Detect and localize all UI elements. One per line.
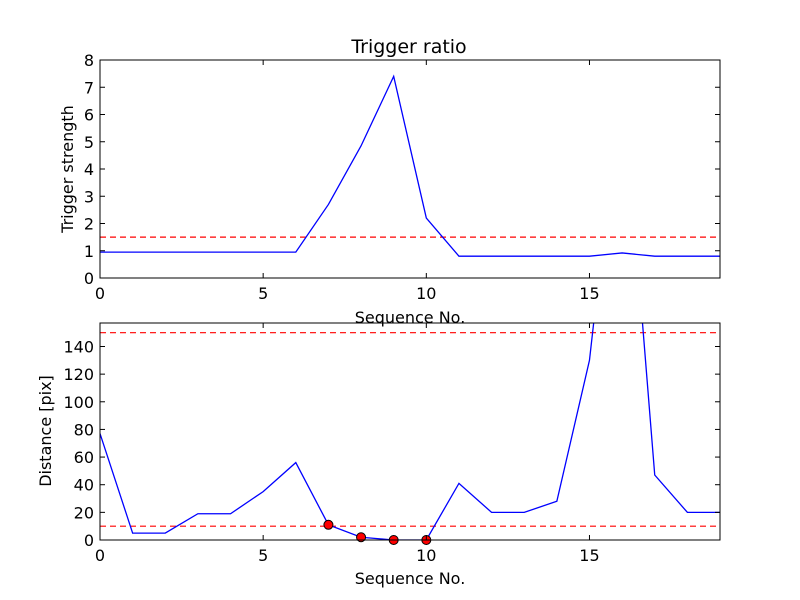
y-tick-label: 1	[84, 242, 94, 261]
x-axis-label: Sequence No.	[355, 308, 466, 327]
x-axis-label: Sequence No.	[355, 569, 466, 588]
y-tick-label: 3	[84, 187, 94, 206]
x-tick-label: 0	[95, 546, 105, 565]
x-axis-ticks: 0 5 10 15	[95, 60, 600, 303]
x-tick-label: 5	[258, 284, 268, 303]
y-tick-label: 80	[74, 420, 94, 439]
y-axis-ticks: 0 20 40 60 80 100 120 140	[63, 337, 720, 550]
x-axis-ticks: 0 5 10 15	[95, 323, 600, 565]
x-tick-label: 0	[95, 284, 105, 303]
trigger-ratio-chart: Trigger ratio 0 5 10 15 0 1 2 3 4 5 6 7 8 Sequence …	[58, 36, 721, 327]
series-line	[100, 74, 720, 257]
data-point-marker	[323, 519, 334, 530]
y-axis-ticks: 0 1 2 3 4 5 6 7 8	[84, 51, 720, 288]
y-tick-label: 60	[74, 448, 94, 467]
y-tick-label: 4	[84, 160, 94, 179]
y-tick-label: 100	[63, 393, 94, 412]
x-tick-label: 10	[416, 284, 436, 303]
y-tick-label: 2	[84, 215, 94, 234]
y-tick-label: 0	[84, 531, 94, 550]
x-tick-label: 15	[579, 546, 599, 565]
y-tick-label: 40	[74, 476, 94, 495]
y-tick-label: 20	[74, 503, 94, 522]
y-tick-label: 8	[84, 51, 94, 70]
series-line	[100, 323, 720, 540]
plot-area-frame	[99, 322, 721, 541]
series-layer	[100, 323, 720, 540]
chart-title: Trigger ratio	[350, 36, 466, 58]
y-tick-label: 120	[63, 365, 94, 384]
distance-chart: 0 5 10 15 0 20 40 60 80 100 120 140 Sequence No. D…	[36, 322, 721, 588]
y-tick-label: 7	[84, 78, 94, 97]
data-point-marker	[356, 532, 367, 543]
y-tick-label: 5	[84, 133, 94, 152]
markers-layer	[323, 519, 432, 545]
series-layer	[100, 74, 720, 257]
x-tick-label: 5	[258, 546, 268, 565]
y-axis-label: Distance [pix]	[36, 375, 55, 487]
x-tick-label: 10	[416, 546, 436, 565]
y-tick-label: 140	[63, 337, 94, 356]
y-axis-label: Trigger strength	[58, 105, 77, 234]
threshold-lines	[100, 332, 720, 527]
plot-area-frame	[99, 59, 721, 279]
y-tick-label: 0	[84, 269, 94, 288]
y-tick-label: 6	[84, 106, 94, 125]
x-tick-label: 15	[579, 284, 599, 303]
